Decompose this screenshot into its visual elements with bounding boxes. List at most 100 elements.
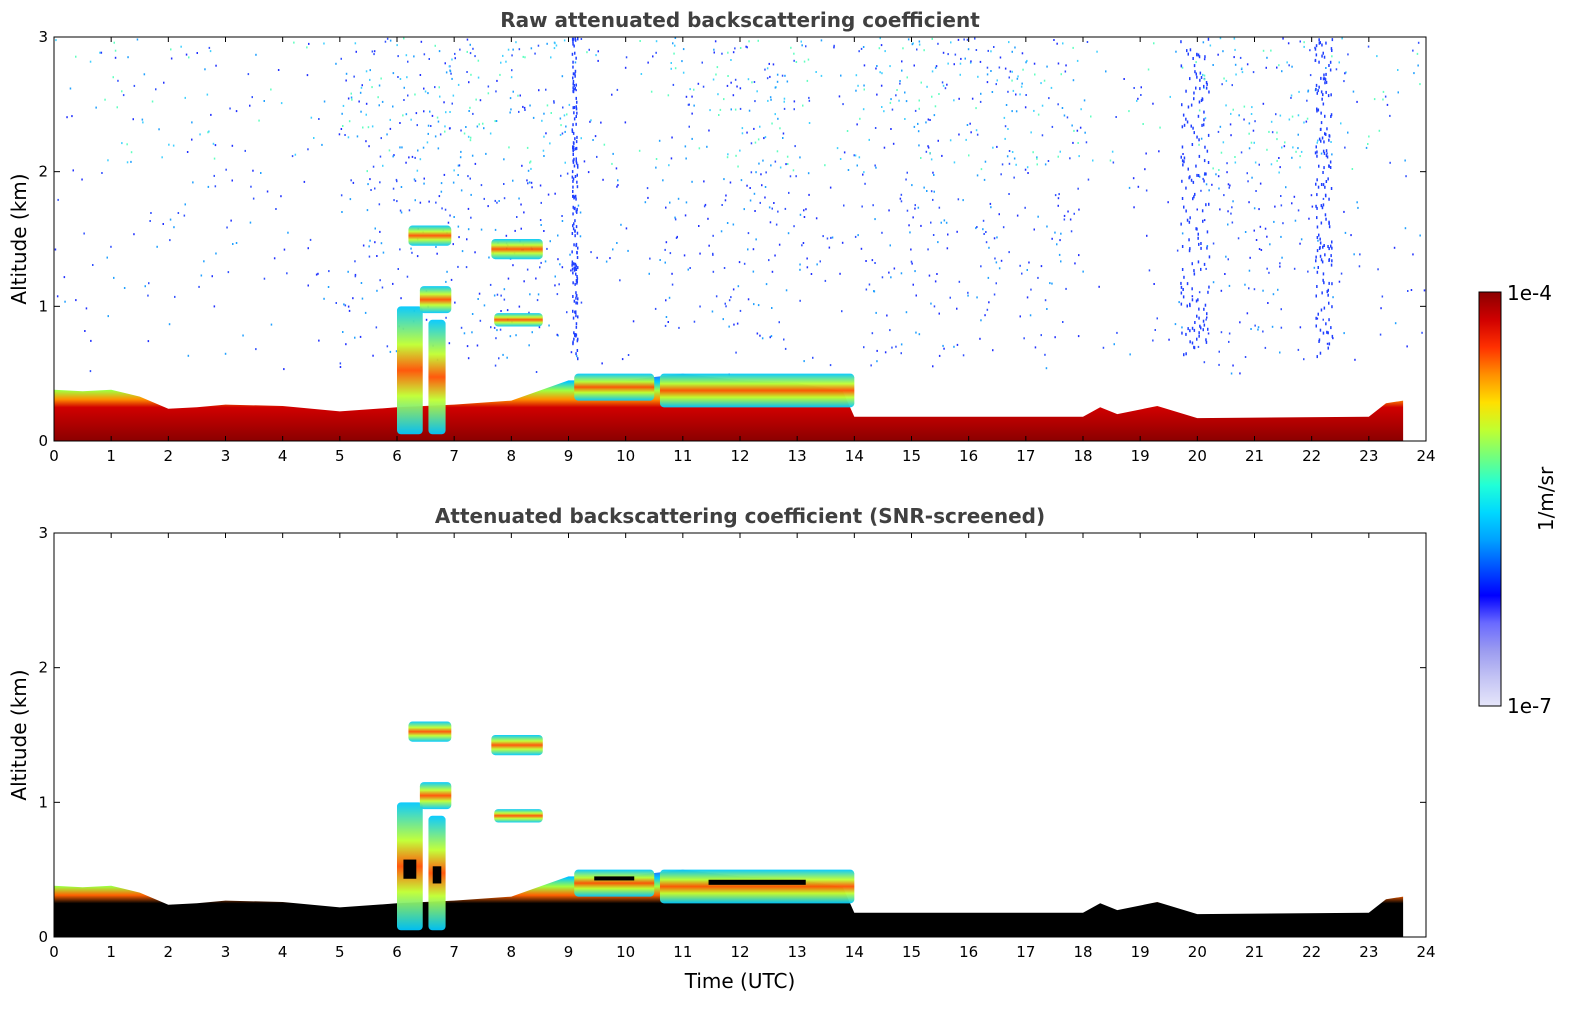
precip-speck xyxy=(576,275,578,278)
noise-speck xyxy=(369,239,371,242)
cloud-patch xyxy=(574,869,655,897)
noise-speck xyxy=(203,260,205,263)
noise-speck xyxy=(341,112,343,115)
x-tick-label: 23 xyxy=(1359,447,1378,465)
noise-speck xyxy=(1280,204,1283,207)
noise-speck xyxy=(1249,256,1251,259)
noise-speck xyxy=(1258,248,1261,250)
precip-speck xyxy=(577,266,579,270)
noise-speck xyxy=(1218,169,1220,171)
noise-speck xyxy=(769,221,772,224)
noise-speck xyxy=(335,62,337,65)
noise-speck xyxy=(1015,110,1018,113)
noise-speck xyxy=(430,125,432,127)
noise-speck xyxy=(1059,239,1061,242)
noise-speck xyxy=(561,220,564,222)
precip-speck xyxy=(1318,137,1321,141)
precip-speck xyxy=(577,165,579,169)
noise-speck xyxy=(764,186,767,188)
noise-speck xyxy=(1057,62,1060,65)
noise-speck xyxy=(568,103,571,106)
noise-speck xyxy=(557,334,559,337)
precip-speck xyxy=(572,224,574,228)
precip-speck xyxy=(1200,326,1202,330)
x-tick-label: 19 xyxy=(1131,447,1150,465)
noise-speck xyxy=(1067,210,1069,213)
noise-speck xyxy=(353,75,355,78)
precip-speck xyxy=(1320,111,1322,115)
noise-speck xyxy=(425,318,428,321)
noise-speck xyxy=(530,167,532,170)
noise-speck xyxy=(1222,50,1224,53)
noise-speck xyxy=(793,100,796,103)
noise-speck xyxy=(889,329,891,332)
noise-speck xyxy=(697,82,700,85)
noise-speck xyxy=(469,52,472,55)
noise-speck xyxy=(1203,219,1206,222)
precip-speck xyxy=(575,107,578,111)
noise-speck xyxy=(1297,114,1300,117)
precip-speck xyxy=(573,262,575,266)
precip-speck xyxy=(1208,90,1210,94)
precip-speck xyxy=(1194,192,1196,196)
noise-speck xyxy=(1083,99,1086,102)
noise-speck xyxy=(1378,129,1381,132)
noise-speck xyxy=(1381,295,1384,298)
noise-speck xyxy=(466,238,468,241)
precip-speck xyxy=(1314,151,1317,155)
x-axis-label: Time (UTC) xyxy=(684,969,796,993)
noise-speck xyxy=(746,46,748,49)
precip-speck xyxy=(575,140,578,144)
noise-speck xyxy=(460,326,463,329)
noise-speck xyxy=(427,92,429,95)
precip-speck xyxy=(1328,138,1330,142)
noise-speck xyxy=(788,191,790,194)
precip-speck xyxy=(1320,76,1322,80)
noise-speck xyxy=(872,204,874,207)
noise-speck xyxy=(1167,201,1169,204)
noise-speck xyxy=(793,59,795,62)
noise-speck xyxy=(392,187,395,190)
noise-speck xyxy=(1008,251,1010,254)
noise-speck xyxy=(967,291,969,294)
noise-speck xyxy=(293,41,295,44)
noise-speck xyxy=(448,342,451,345)
noise-speck xyxy=(1147,68,1150,71)
precip-speck xyxy=(1323,55,1326,59)
noise-speck xyxy=(906,76,908,79)
precip-speck xyxy=(577,37,579,41)
noise-speck xyxy=(905,311,908,314)
noise-speck xyxy=(1252,129,1255,132)
x-tick-label: 15 xyxy=(902,943,921,961)
noise-speck xyxy=(998,267,1001,270)
noise-speck xyxy=(947,53,949,56)
noise-speck xyxy=(1310,194,1313,197)
noise-speck xyxy=(725,305,727,308)
noise-speck xyxy=(632,320,635,323)
noise-speck xyxy=(434,135,437,138)
noise-speck xyxy=(762,159,764,162)
noise-speck xyxy=(454,301,456,304)
noise-speck xyxy=(250,185,252,188)
noise-speck xyxy=(502,353,504,356)
precip-speck xyxy=(572,82,574,86)
precip-speck xyxy=(1206,312,1208,316)
plot-area xyxy=(54,37,1426,441)
noise-speck xyxy=(444,208,447,211)
noise-speck xyxy=(126,161,129,164)
noise-speck xyxy=(799,268,801,271)
noise-speck xyxy=(1276,138,1278,141)
noise-speck xyxy=(185,53,188,56)
noise-speck xyxy=(348,120,351,123)
precip-speck xyxy=(1203,307,1205,311)
noise-speck xyxy=(1145,152,1147,155)
noise-speck xyxy=(136,38,139,41)
noise-speck xyxy=(747,78,750,81)
noise-speck xyxy=(659,259,661,261)
precip-speck xyxy=(1324,78,1327,82)
noise-speck xyxy=(615,167,618,170)
noise-speck xyxy=(917,130,920,133)
noise-speck xyxy=(596,256,598,259)
noise-speck xyxy=(244,149,246,152)
noise-speck xyxy=(1004,125,1007,128)
